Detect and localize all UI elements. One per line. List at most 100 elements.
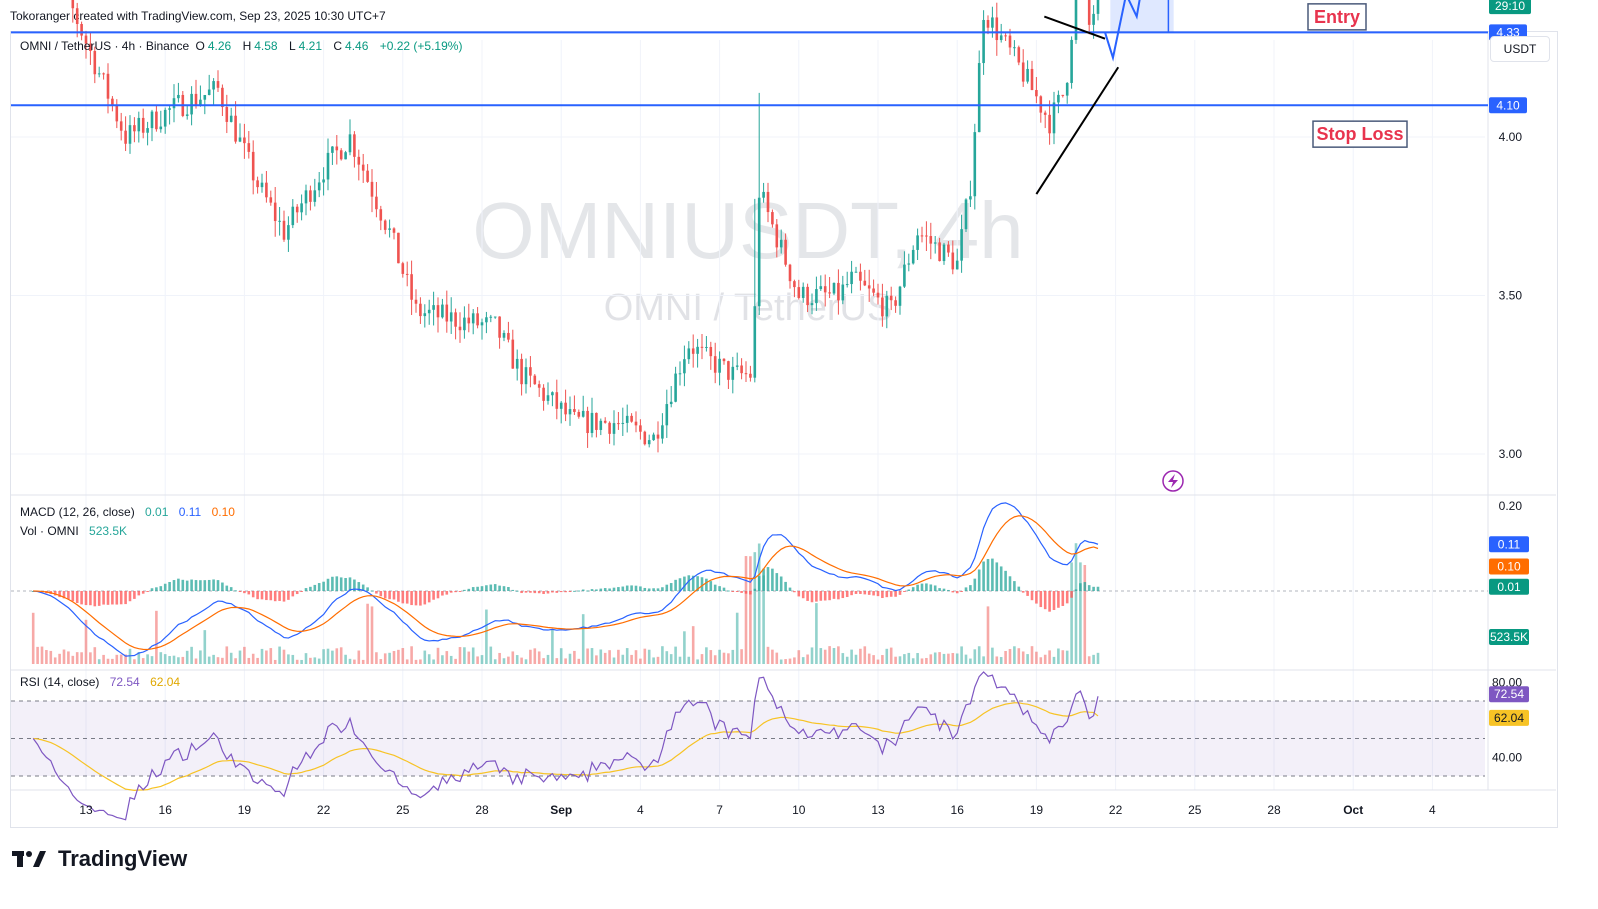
candle-body xyxy=(696,346,699,354)
macd-histogram-bar xyxy=(797,591,801,597)
macd-histogram-bar xyxy=(867,591,871,595)
macd-histogram-bar xyxy=(617,587,620,591)
macd-histogram-bar xyxy=(124,591,127,605)
volume-bar xyxy=(749,556,752,664)
volume-bar xyxy=(317,658,321,664)
candle-body xyxy=(370,181,374,197)
candle-body xyxy=(603,420,607,423)
candle-body xyxy=(1052,102,1056,134)
macd-histogram-bar xyxy=(168,581,171,591)
volume-bar xyxy=(977,646,981,664)
candle-body xyxy=(568,409,572,415)
volume-bar xyxy=(938,652,941,664)
macd-histogram-bar xyxy=(885,591,889,598)
candle-body xyxy=(234,115,237,142)
candle-body xyxy=(797,287,801,298)
volume-bar xyxy=(511,651,515,664)
candle-body xyxy=(163,109,167,127)
triangle-lower-line xyxy=(1035,66,1120,195)
candle-body xyxy=(920,235,924,237)
volume-bar xyxy=(119,654,123,664)
candle-body xyxy=(414,299,418,304)
macd-histogram-bar xyxy=(463,589,466,591)
volume-bar xyxy=(1017,648,1021,664)
macd-histogram-bar xyxy=(84,591,88,606)
macd-histogram-bar xyxy=(991,558,994,591)
candle-body xyxy=(502,332,506,338)
candle-body xyxy=(590,412,594,434)
macd-histogram-bar xyxy=(353,579,356,591)
volume-bar xyxy=(617,649,620,664)
macd-histogram-bar xyxy=(1039,591,1043,608)
volume-axis-tag xyxy=(1489,629,1529,645)
volume-bar xyxy=(1021,651,1025,664)
macd-histogram-bar xyxy=(326,578,330,591)
macd-histogram-bar xyxy=(876,591,880,597)
candle-body xyxy=(744,373,748,375)
macd-histogram-bar xyxy=(995,562,999,591)
macd-histogram-bar xyxy=(67,591,70,600)
candle-body xyxy=(282,220,286,240)
macd-histogram-bar xyxy=(942,588,946,591)
candle-body xyxy=(80,24,83,36)
macd-histogram-bar xyxy=(322,581,325,591)
candle-body xyxy=(458,326,462,331)
volume-bar xyxy=(665,651,669,664)
candle-body xyxy=(467,317,471,324)
macd-hist-axis-label: 0.01 xyxy=(1497,580,1521,594)
candle-body xyxy=(762,191,765,198)
volume-bar xyxy=(53,657,57,664)
candle-body xyxy=(691,348,695,354)
volume-bar xyxy=(502,658,506,664)
macd-histogram-bar xyxy=(669,583,673,591)
volume-bar xyxy=(982,656,985,664)
volume-bar xyxy=(885,648,889,664)
macd-histogram-bar xyxy=(841,591,845,599)
volume-bar xyxy=(463,647,466,664)
candle-body xyxy=(273,202,277,222)
macd-histogram-bar xyxy=(920,583,924,591)
candle-body xyxy=(551,392,554,396)
macd-histogram-bar xyxy=(753,588,757,591)
x-tick-label: 13 xyxy=(79,803,93,817)
candle-body xyxy=(621,422,625,424)
macd-histogram-bar xyxy=(75,591,79,603)
currency-button[interactable]: USDT xyxy=(1490,36,1550,62)
macd-histogram-bar xyxy=(546,591,550,594)
tradingview-logo[interactable]: TradingView xyxy=(12,846,187,872)
candle-body xyxy=(485,317,488,323)
candle-body xyxy=(555,392,559,409)
macd-histogram-bar xyxy=(837,591,840,600)
volume-bar xyxy=(71,655,75,664)
candle-body xyxy=(392,228,396,233)
candle-body xyxy=(265,182,268,198)
candle-body xyxy=(951,252,955,270)
macd-histogram-bar xyxy=(137,591,141,596)
macd-hist-value: 0.01 xyxy=(145,505,169,519)
candle-body xyxy=(713,356,717,373)
candle-body xyxy=(388,228,391,230)
macd-histogram-bar xyxy=(933,585,937,591)
candle-body xyxy=(779,239,783,248)
volume-bar xyxy=(45,650,48,664)
macd-histogram-bar xyxy=(709,581,713,591)
candle-body xyxy=(1065,82,1069,96)
price-tick-label: 4.00 xyxy=(1499,130,1523,144)
entry-box xyxy=(1307,3,1367,31)
candle-body xyxy=(278,220,281,222)
macd-histogram-bar xyxy=(89,591,92,606)
macd-axis-label: 0.11 xyxy=(1498,537,1521,551)
macd-value: 0.11 xyxy=(178,505,202,519)
volume-bar xyxy=(348,658,352,664)
entry-label: Entry xyxy=(1314,7,1360,27)
x-tick-label: Sep xyxy=(550,803,572,817)
candle-body xyxy=(313,190,317,202)
macd-histogram-bar xyxy=(177,578,180,591)
volume-bar xyxy=(696,659,699,664)
macd-histogram-bar xyxy=(480,586,484,591)
volume-bar xyxy=(779,659,783,664)
macd-histogram-bar xyxy=(1096,586,1100,591)
macd-histogram-bar xyxy=(529,591,532,593)
candle-body xyxy=(141,117,145,133)
